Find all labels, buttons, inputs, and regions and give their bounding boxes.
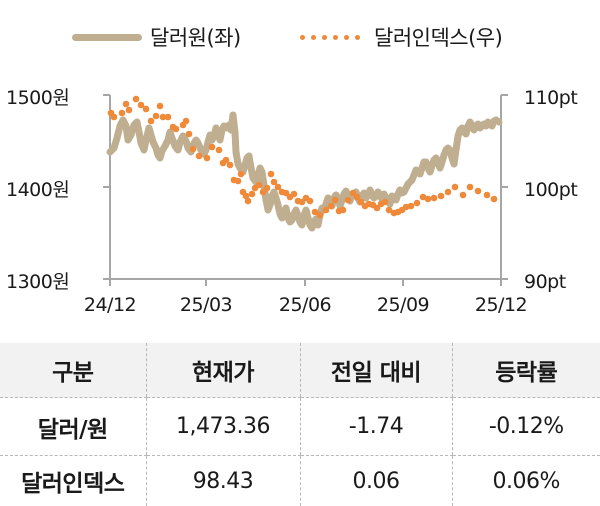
x-tick-2506: 25/06 [279, 294, 331, 316]
header-change: 전일 대비 [300, 343, 452, 398]
cell-change: -1.74 [300, 398, 452, 456]
right-tick-90: 90pt [524, 271, 566, 293]
line-chart: 1500원 1400원 1300원 110pt 100pt 90pt 24/12… [0, 0, 600, 330]
cell-change: 0.06 [300, 456, 452, 506]
x-tick-2503: 25/03 [180, 294, 232, 316]
header-category: 구분 [0, 343, 146, 398]
table-row: 달러/원 1,473.36 -1.74 -0.12% [0, 398, 600, 456]
cell-pct: -0.12% [452, 398, 600, 456]
row-label-krw: 달러/원 [0, 398, 146, 456]
header-price: 현재가 [146, 343, 300, 398]
cell-pct: 0.06% [452, 456, 600, 506]
cell-price: 98.43 [146, 456, 300, 506]
table-header-row: 구분 현재가 전일 대비 등락률 [0, 343, 600, 398]
row-label-dxy: 달러인덱스 [0, 456, 146, 506]
right-tick-100: 100pt [524, 179, 577, 201]
left-tick-1500: 1500원 [6, 87, 69, 109]
x-tick-2509: 25/09 [377, 294, 429, 316]
krw-series-line [110, 115, 499, 228]
left-tick-1400: 1400원 [6, 179, 69, 201]
right-tick-110: 110pt [524, 87, 577, 109]
fx-summary-table: 구분 현재가 전일 대비 등락률 달러/원 1,473.36 -1.74 -0.… [0, 343, 600, 506]
header-pct: 등락률 [452, 343, 600, 398]
left-tick-1300: 1300원 [6, 271, 69, 293]
table-row: 달러인덱스 98.43 0.06 0.06% [0, 456, 600, 506]
cell-price: 1,473.36 [146, 398, 300, 456]
x-tick-2412: 24/12 [84, 294, 136, 316]
x-tick-2512: 25/12 [475, 294, 527, 316]
